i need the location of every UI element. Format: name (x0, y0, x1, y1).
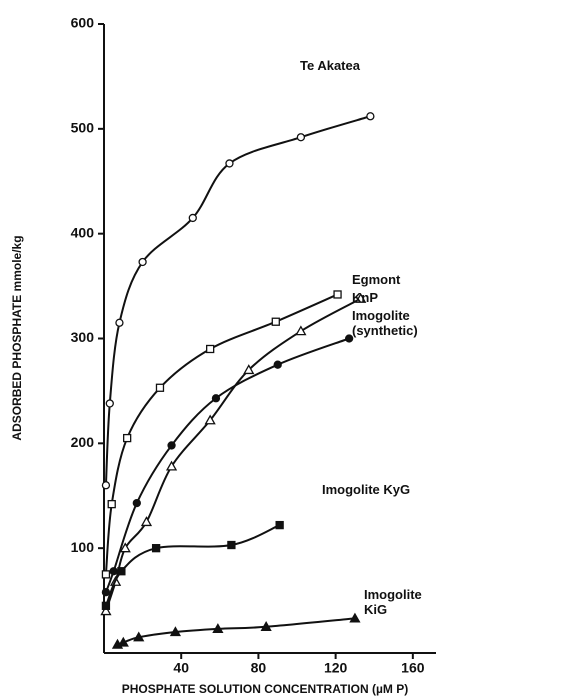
fit-curve (117, 617, 356, 646)
point (105, 399, 114, 408)
y-tick-label: 600 (71, 15, 95, 31)
point (151, 544, 161, 553)
point (107, 499, 116, 509)
x-tick-label: 40 (173, 660, 189, 676)
series-label: Egmont (352, 272, 401, 287)
point (165, 460, 178, 471)
fit-curve (104, 115, 371, 486)
point (138, 257, 147, 267)
point (344, 334, 354, 343)
x-tick-label: 160 (401, 660, 425, 676)
point (155, 383, 165, 392)
y-tick-label: 500 (71, 120, 95, 136)
y-tick-label: 300 (71, 329, 95, 345)
y-tick-label: 400 (71, 224, 95, 240)
x-axis-title: PHOSPHATE SOLUTION CONCENTRATION (µM P) (122, 682, 408, 696)
point (140, 516, 153, 527)
point (117, 636, 129, 647)
point (227, 540, 236, 550)
x-tick-label: 80 (251, 660, 267, 676)
point (260, 620, 272, 631)
point (117, 567, 126, 576)
point (295, 325, 307, 336)
y-axis-title: ADSORBED PHOSPHATE mmole/kg (10, 235, 24, 440)
point (243, 364, 255, 375)
point (101, 588, 111, 597)
point (204, 414, 216, 425)
series-label: KnP (352, 290, 378, 305)
point (167, 441, 176, 450)
point (349, 612, 361, 623)
point (188, 213, 197, 223)
fit-curve (104, 297, 362, 612)
point (333, 290, 342, 299)
point (212, 623, 224, 634)
y-tick-label: 200 (71, 434, 95, 450)
point (101, 601, 111, 610)
point (119, 542, 131, 553)
point (225, 159, 234, 168)
point (133, 631, 145, 642)
point (115, 318, 124, 327)
point (296, 133, 306, 142)
series-label: Imogolite (synthetic) (352, 308, 418, 338)
point (275, 520, 284, 530)
series-label: Imogolite KyG (322, 482, 411, 497)
point (101, 481, 111, 490)
fit-curve (104, 293, 338, 575)
point (355, 292, 367, 303)
point (206, 344, 215, 354)
series-label: Te Akatea (300, 58, 360, 73)
x-tick-label: 120 (324, 660, 348, 676)
series-label: Imogolite KiG (364, 587, 422, 617)
y-tick-label: 100 (71, 539, 95, 555)
point (271, 317, 280, 326)
point (273, 360, 282, 369)
point (169, 626, 182, 637)
point (123, 433, 132, 443)
point (109, 567, 118, 576)
point (211, 394, 221, 403)
fit-curve (105, 524, 281, 607)
point (132, 498, 141, 508)
point (366, 112, 375, 121)
point (101, 570, 111, 579)
point (100, 605, 112, 616)
